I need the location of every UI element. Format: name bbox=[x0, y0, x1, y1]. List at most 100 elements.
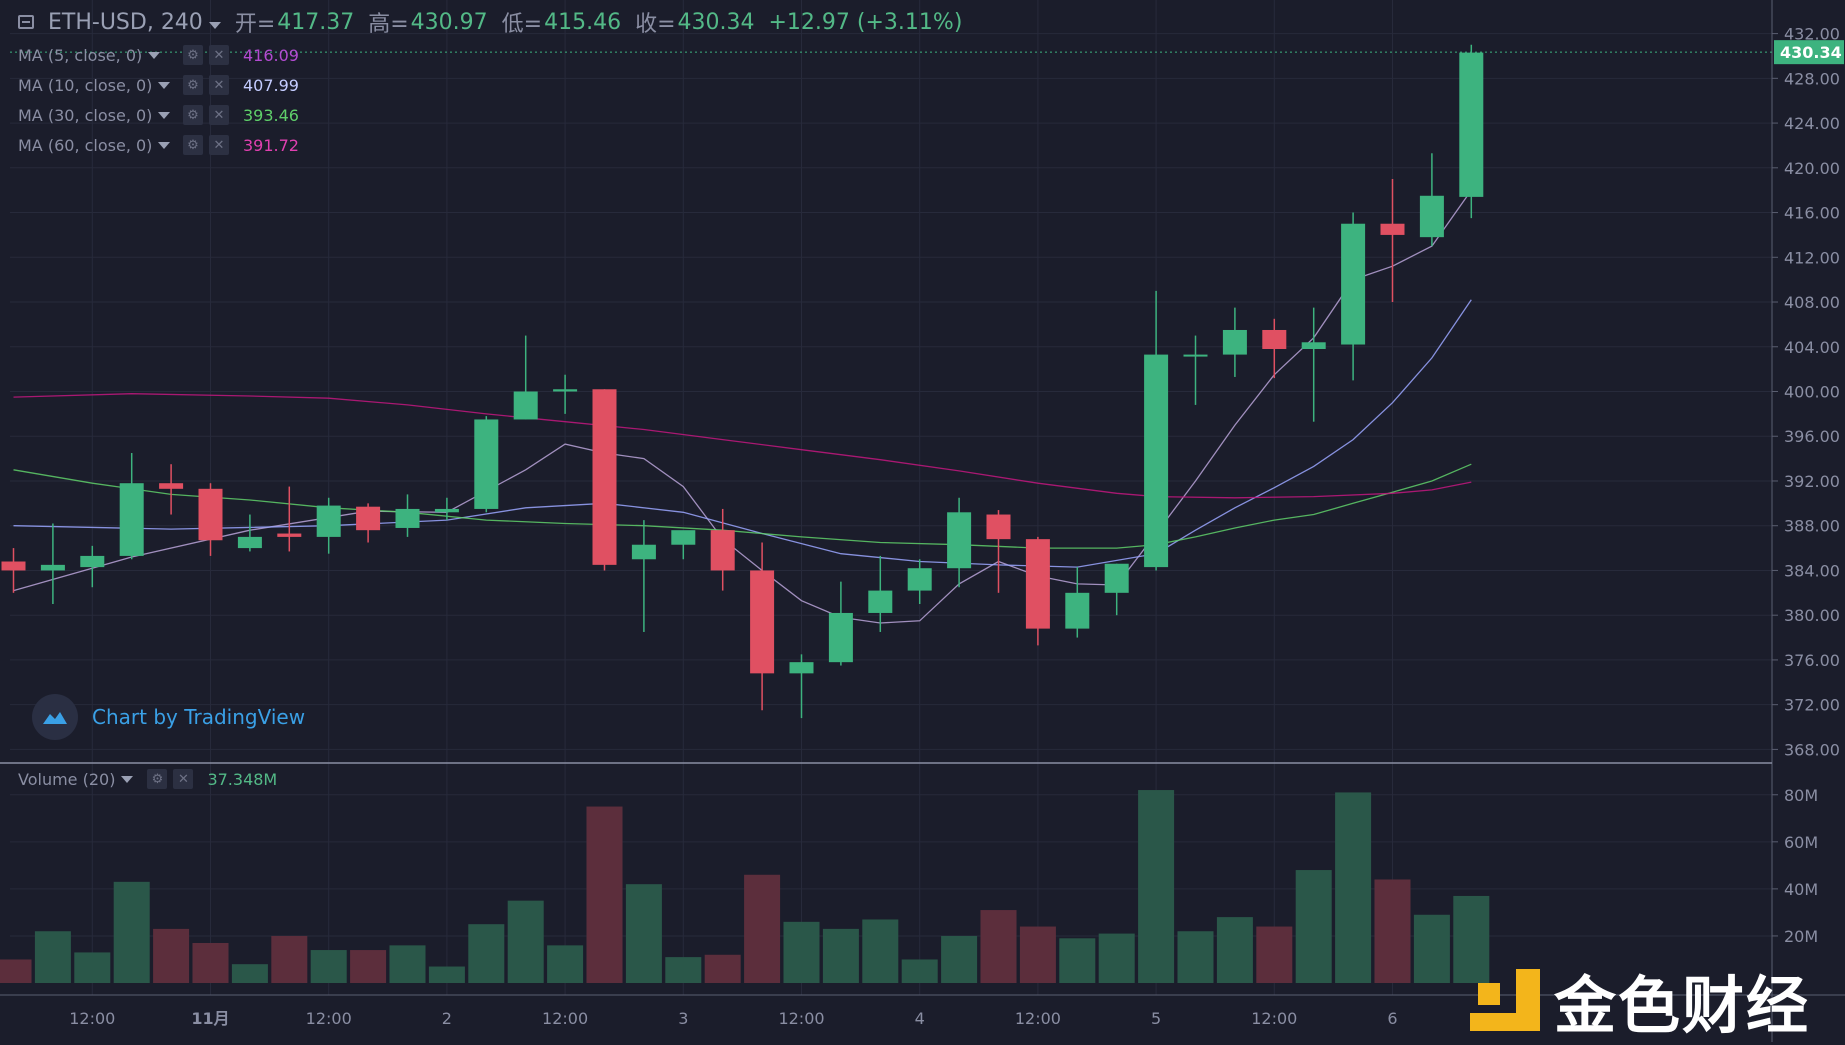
settings-icon[interactable]: ⚙ bbox=[183, 75, 203, 95]
candle-body bbox=[710, 530, 735, 571]
time-tick-label: 11月 bbox=[191, 1009, 229, 1028]
candle-body bbox=[80, 555, 105, 568]
indicator-ma5[interactable]: MA (5, close, 0) ⚙ ✕ 416.09 bbox=[18, 40, 299, 70]
time-tick-label: 5 bbox=[1151, 1009, 1161, 1028]
chart-header: ETH-USD, 240 开= 417.37 高= 430.97 低= 415.… bbox=[18, 6, 962, 38]
close-icon[interactable]: ✕ bbox=[209, 75, 229, 95]
close-icon[interactable]: ✕ bbox=[209, 45, 229, 65]
volume-bar bbox=[1138, 790, 1175, 983]
close-value: 430.34 bbox=[677, 9, 755, 35]
volume-legend[interactable]: Volume (20) ⚙ ✕ 37.348M bbox=[18, 769, 277, 789]
high-value: 430.97 bbox=[410, 9, 488, 35]
indicator-ma10[interactable]: MA (10, close, 0) ⚙ ✕ 407.99 bbox=[18, 70, 299, 100]
candle-body bbox=[1341, 223, 1366, 345]
close-icon[interactable]: ✕ bbox=[209, 135, 229, 155]
close-icon[interactable]: ✕ bbox=[173, 769, 194, 789]
price-tick-label: 376.00 bbox=[1784, 651, 1840, 670]
volume-bar bbox=[665, 957, 702, 983]
low-value: 415.46 bbox=[544, 9, 622, 35]
price-tick-label: 372.00 bbox=[1784, 696, 1840, 715]
symbol-selector[interactable]: ETH-USD, 240 bbox=[48, 10, 221, 35]
settings-icon[interactable]: ⚙ bbox=[183, 45, 203, 65]
last-price-label: 430.34 bbox=[1780, 43, 1842, 62]
chevron-down-icon[interactable] bbox=[158, 141, 171, 149]
volume-bar bbox=[1374, 879, 1411, 983]
candle-body bbox=[592, 389, 617, 565]
indicator-name: MA (10, close, 0) bbox=[18, 75, 153, 95]
candle-body bbox=[750, 570, 775, 674]
ma-line bbox=[13, 393, 1472, 499]
price-tick-label: 424.00 bbox=[1784, 114, 1840, 133]
candle-body bbox=[474, 419, 499, 509]
candle-body bbox=[395, 508, 420, 528]
attribution-text: Chart by TradingView bbox=[92, 705, 306, 729]
cloud-icon bbox=[32, 694, 78, 740]
settings-icon[interactable]: ⚙ bbox=[183, 105, 203, 125]
volume-tick-label: 20M bbox=[1784, 927, 1818, 946]
settings-icon[interactable]: ⚙ bbox=[147, 769, 168, 789]
volume-bar bbox=[1098, 933, 1135, 983]
candle-body bbox=[159, 483, 184, 489]
time-tick-label: 12:00 bbox=[1015, 1009, 1061, 1028]
volume-bar bbox=[192, 943, 229, 983]
candle-body bbox=[828, 612, 853, 663]
candle-body bbox=[119, 483, 144, 556]
candle-body bbox=[237, 536, 262, 549]
collapse-icon[interactable] bbox=[18, 15, 34, 29]
time-tick-label: 12:00 bbox=[306, 1009, 352, 1028]
candle-body bbox=[986, 514, 1011, 540]
indicator-ma30[interactable]: MA (30, close, 0) ⚙ ✕ 393.46 bbox=[18, 100, 299, 130]
candle-body bbox=[356, 506, 381, 531]
chevron-down-icon[interactable] bbox=[158, 111, 171, 119]
candle-body bbox=[1144, 354, 1169, 568]
time-tick-label: 12:00 bbox=[1251, 1009, 1297, 1028]
price-tick-label: 428.00 bbox=[1784, 69, 1840, 88]
candle-body bbox=[434, 508, 459, 513]
indicator-value: 416.09 bbox=[243, 45, 299, 65]
chevron-down-icon bbox=[208, 21, 221, 29]
chevron-down-icon[interactable] bbox=[158, 81, 171, 89]
ma-line bbox=[13, 189, 1472, 624]
volume-bar bbox=[271, 935, 308, 983]
candle-body bbox=[789, 662, 814, 674]
volume-bar bbox=[428, 966, 465, 983]
price-tick-label: 380.00 bbox=[1784, 606, 1840, 625]
volume-bar bbox=[1413, 914, 1450, 983]
volume-bar bbox=[980, 910, 1017, 983]
indicator-ma60[interactable]: MA (60, close, 0) ⚙ ✕ 391.72 bbox=[18, 130, 299, 160]
volume-bar bbox=[1177, 931, 1214, 983]
indicator-value: 393.46 bbox=[243, 105, 299, 125]
low-label: 低= bbox=[501, 12, 543, 37]
chevron-down-icon[interactable] bbox=[148, 51, 161, 59]
candle-body bbox=[198, 488, 223, 541]
chevron-down-icon[interactable] bbox=[121, 775, 134, 783]
settings-icon[interactable]: ⚙ bbox=[183, 135, 203, 155]
tradingview-attribution[interactable]: Chart by TradingView bbox=[32, 694, 305, 740]
volume-tick-label: 60M bbox=[1784, 833, 1818, 852]
price-tick-label: 408.00 bbox=[1784, 293, 1840, 312]
volume-bar bbox=[862, 919, 899, 983]
volume-bar bbox=[468, 924, 505, 983]
price-tick-label: 392.00 bbox=[1784, 472, 1840, 491]
candle-body bbox=[513, 391, 538, 420]
candle-body bbox=[553, 389, 578, 392]
price-tick-label: 400.00 bbox=[1784, 383, 1840, 402]
volume-bar bbox=[310, 950, 347, 983]
volume-tick-label: 80M bbox=[1784, 786, 1818, 805]
high-label: 高= bbox=[368, 12, 409, 37]
candle-body bbox=[671, 530, 696, 545]
candle-body bbox=[1262, 329, 1287, 349]
volume-bar bbox=[783, 921, 820, 983]
close-icon[interactable]: ✕ bbox=[209, 105, 229, 125]
volume-bar bbox=[0, 959, 32, 983]
logo-text: 金色财经 bbox=[1554, 969, 1811, 1042]
volume-bar bbox=[1059, 938, 1096, 983]
volume-bar bbox=[1019, 926, 1056, 983]
volume-bar bbox=[901, 959, 938, 983]
indicator-value: 407.99 bbox=[243, 75, 299, 95]
volume-value: 37.348M bbox=[207, 769, 278, 789]
indicator-legend: MA (5, close, 0) ⚙ ✕ 416.09 MA (10, clos… bbox=[18, 40, 299, 160]
price-tick-label: 416.00 bbox=[1784, 204, 1840, 223]
candle-body bbox=[1065, 592, 1090, 629]
volume-bar bbox=[744, 874, 781, 983]
